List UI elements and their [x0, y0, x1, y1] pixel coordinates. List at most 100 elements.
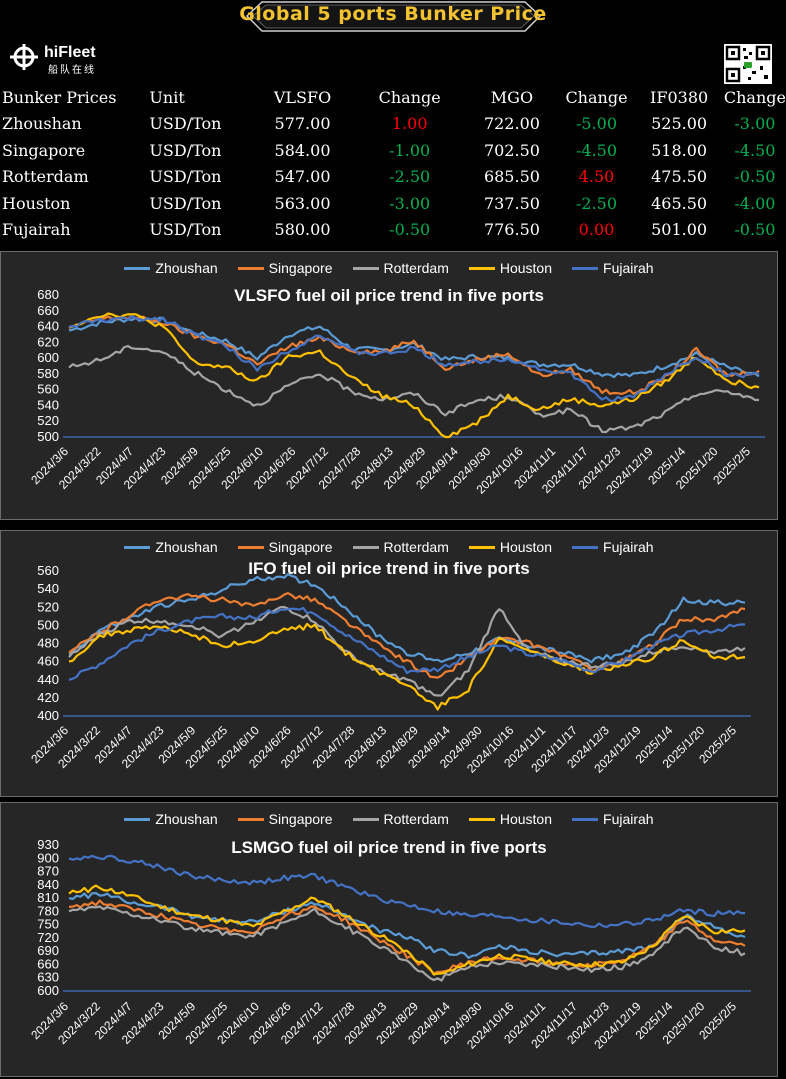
series-line-rotterdam [68, 905, 746, 982]
legend-swatch [572, 545, 599, 549]
chart-plot: 4004204404604805005205405602024/3/62024/… [28, 563, 751, 776]
mgo-change: -5.00 [575, 114, 617, 134]
vlsfo-change: -0.50 [389, 220, 431, 240]
legend-item: Singapore [237, 811, 333, 827]
mgo-price: 702.50 [483, 140, 540, 160]
chart-title: IFO fuel oil price trend in five ports [248, 559, 530, 578]
legend-swatch [352, 817, 379, 821]
unit-cell: USD/Ton [149, 193, 222, 213]
y-tick-label: 440 [37, 672, 59, 687]
y-tick-label: 630 [37, 970, 59, 985]
column-header: IF0380 [650, 87, 709, 107]
ifo-change: -4.50 [734, 140, 776, 160]
unit-cell: USD/Ton [149, 220, 222, 240]
ifo-price: 465.50 [651, 193, 708, 213]
y-tick-label: 580 [37, 366, 59, 381]
lsmgo-chart-panel: Zhoushan Singapore Rotterdam Houston Fujaira… [0, 802, 778, 1077]
legend-label: Zhoushan [155, 260, 218, 276]
legend-label: Fujairah [603, 260, 654, 276]
vlsfo-price: 563.00 [274, 193, 331, 213]
legend-swatch [572, 266, 599, 270]
table-row: Zhoushan USD/Ton 577.00 1.00 722.00 -5.00 525.… [2, 111, 786, 138]
series-line-fujairah [68, 854, 745, 929]
column-header: Unit [149, 87, 185, 107]
legend-item: Singapore [237, 539, 333, 555]
vlsfo-price: 580.00 [274, 220, 331, 240]
mgo-change: 4.50 [578, 167, 615, 187]
port-name: Fujairah [2, 220, 71, 240]
y-tick-label: 780 [37, 903, 59, 918]
column-header: VLSFO [273, 87, 332, 107]
y-tick-label: 480 [37, 636, 59, 651]
brand-subtitle: 船队在线 [48, 65, 96, 76]
legend-item: Zhoushan [124, 260, 218, 276]
port-name: Singapore [2, 140, 86, 160]
column-header: Bunker Prices [2, 87, 117, 107]
ifo-change: -4.00 [734, 193, 776, 213]
qr-code-icon [724, 44, 772, 84]
y-tick-label: 600 [37, 350, 59, 365]
legend-swatch [468, 545, 495, 549]
column-header: Change [565, 87, 628, 107]
series-line-houston [68, 622, 746, 711]
legend-swatch [124, 545, 151, 549]
unit-cell: USD/Ton [149, 140, 222, 160]
unit-cell: USD/Ton [149, 167, 222, 187]
mgo-change: -4.50 [575, 140, 617, 160]
chart-title: VLSFO fuel oil price trend in five ports [234, 286, 544, 305]
vlsfo-change: 1.00 [391, 114, 428, 134]
legend-label: Fujairah [603, 811, 654, 827]
legend-item: Houston [468, 811, 553, 827]
y-tick-label: 900 [37, 850, 59, 865]
legend-item: Houston [468, 260, 552, 276]
y-tick-label: 400 [37, 708, 59, 723]
chart-legend: Zhoushan Singapore Rotterdam Houston Fujaira… [1, 260, 777, 276]
ifo-change: -0.50 [734, 220, 776, 240]
mgo-change: -2.50 [575, 193, 617, 213]
y-tick-label: 840 [37, 877, 59, 892]
legend-label: Zhoushan [155, 811, 218, 827]
legend-swatch [468, 817, 495, 821]
y-tick-label: 520 [37, 413, 59, 428]
legend-item: Rotterdam [352, 811, 449, 827]
legend-swatch [237, 817, 264, 821]
vlsfo-price: 584.00 [274, 140, 331, 160]
column-header: MGO [490, 87, 534, 107]
legend-item: Singapore [237, 260, 333, 276]
legend-label: Singapore [268, 260, 333, 276]
legend-item: Zhoushan [124, 811, 218, 827]
ifo-price: 518.00 [651, 140, 708, 160]
y-tick-label: 520 [37, 599, 59, 614]
legend-label: Houston [499, 539, 553, 555]
mgo-change: 0.00 [578, 220, 615, 240]
ifo-change: -3.00 [734, 114, 776, 134]
bunker-price-table: Bunker Prices Unit VLSFO Change MGO Chan… [2, 84, 786, 243]
legend-item: Rotterdam [352, 260, 449, 276]
y-tick-label: 690 [37, 943, 59, 958]
y-tick-label: 500 [37, 429, 59, 444]
y-tick-label: 660 [37, 303, 59, 318]
vlsfo-price: 547.00 [274, 167, 331, 187]
legend-label: Zhoushan [155, 539, 218, 555]
y-tick-label: 460 [37, 654, 59, 669]
chart-legend: Zhoushan Singapore Rotterdam Houston Fujaira… [1, 539, 777, 555]
table-row: Fujairah USD/Ton 580.00 -0.50 776.50 0.00 501.… [2, 217, 786, 244]
mgo-price: 737.50 [483, 193, 540, 213]
legend-label: Houston [499, 811, 553, 827]
y-tick-label: 640 [37, 319, 59, 334]
ship-wheel-icon [10, 44, 38, 70]
series-line-zhoushan [68, 573, 746, 664]
legend-label: Fujairah [603, 539, 654, 555]
port-name: Houston [2, 193, 71, 213]
legend-swatch [468, 266, 495, 270]
series-line-singapore [68, 899, 746, 975]
legend-item: Houston [468, 539, 553, 555]
series-line-fujairah [68, 606, 746, 681]
brand-logo: hiFleet 船队在线 [8, 42, 128, 76]
legend-item: Fujairah [572, 539, 654, 555]
mgo-price: 685.50 [483, 167, 540, 187]
y-tick-label: 420 [37, 690, 59, 705]
series-line-zhoushan [68, 316, 760, 379]
table-row: Houston USD/Ton 563.00 -3.00 737.50 -2.50 465.… [2, 190, 786, 217]
y-tick-label: 720 [37, 930, 59, 945]
